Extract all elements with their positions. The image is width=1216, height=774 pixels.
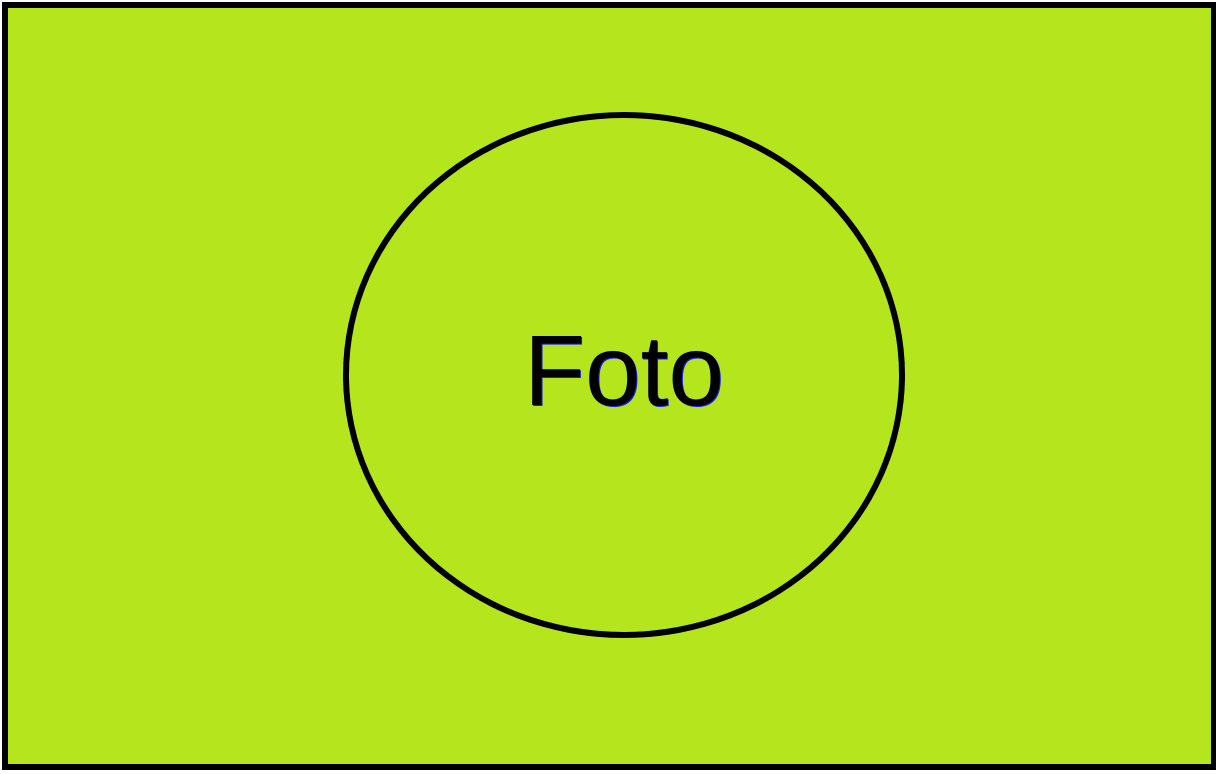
- photo-placeholder-label: Foto: [523, 315, 725, 427]
- photo-placeholder-ellipse: [343, 112, 905, 638]
